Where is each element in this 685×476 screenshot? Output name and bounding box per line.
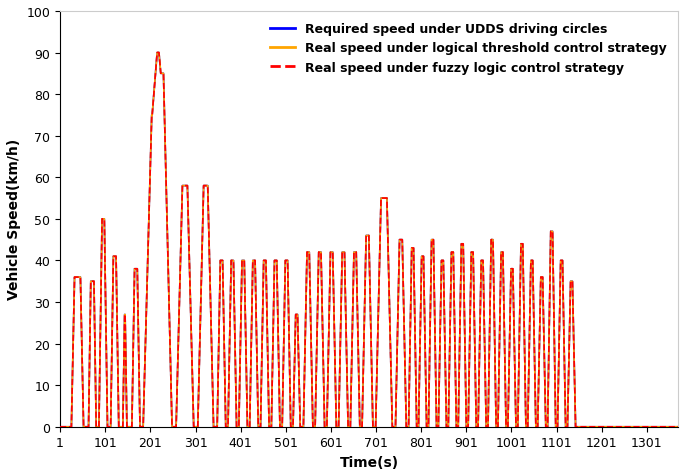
Required speed under UDDS driving circles xyxy=(153,50,161,56)
Real speed under logical threshold control strategy xyxy=(297,424,305,430)
Real speed under fuzzy logic control strategy xyxy=(364,233,373,239)
Line: Real speed under fuzzy logic control strategy: Real speed under fuzzy logic control str… xyxy=(60,53,678,427)
Required speed under UDDS driving circles xyxy=(674,424,682,430)
Real speed under logical threshold control strategy xyxy=(674,424,682,430)
Real speed under fuzzy logic control strategy xyxy=(653,424,661,430)
Required speed under UDDS driving circles xyxy=(56,424,64,430)
Line: Required speed under UDDS driving circles: Required speed under UDDS driving circle… xyxy=(60,53,678,427)
Required speed under UDDS driving circles xyxy=(625,424,634,430)
Legend: Required speed under UDDS driving circles, Real speed under logical threshold co: Required speed under UDDS driving circle… xyxy=(265,18,672,79)
Real speed under logical threshold control strategy xyxy=(56,424,64,430)
Real speed under fuzzy logic control strategy xyxy=(625,424,634,430)
Required speed under UDDS driving circles xyxy=(416,351,424,357)
Y-axis label: Vehicle Speed(km/h): Vehicle Speed(km/h) xyxy=(7,139,21,300)
Required speed under UDDS driving circles xyxy=(148,113,156,119)
Real speed under logical threshold control strategy xyxy=(625,424,634,430)
Line: Real speed under logical threshold control strategy: Real speed under logical threshold contr… xyxy=(60,53,678,427)
X-axis label: Time(s): Time(s) xyxy=(340,455,399,469)
Real speed under fuzzy logic control strategy xyxy=(416,351,424,357)
Real speed under fuzzy logic control strategy xyxy=(674,424,682,430)
Real speed under logical threshold control strategy xyxy=(148,113,156,119)
Real speed under fuzzy logic control strategy xyxy=(297,424,305,430)
Real speed under fuzzy logic control strategy xyxy=(153,50,161,56)
Real speed under fuzzy logic control strategy xyxy=(148,113,156,119)
Real speed under logical threshold control strategy xyxy=(653,424,661,430)
Required speed under UDDS driving circles xyxy=(653,424,661,430)
Real speed under logical threshold control strategy xyxy=(153,50,161,56)
Real speed under logical threshold control strategy xyxy=(364,233,373,239)
Real speed under logical threshold control strategy xyxy=(416,351,424,357)
Real speed under fuzzy logic control strategy xyxy=(56,424,64,430)
Required speed under UDDS driving circles xyxy=(364,233,373,239)
Required speed under UDDS driving circles xyxy=(297,424,305,430)
